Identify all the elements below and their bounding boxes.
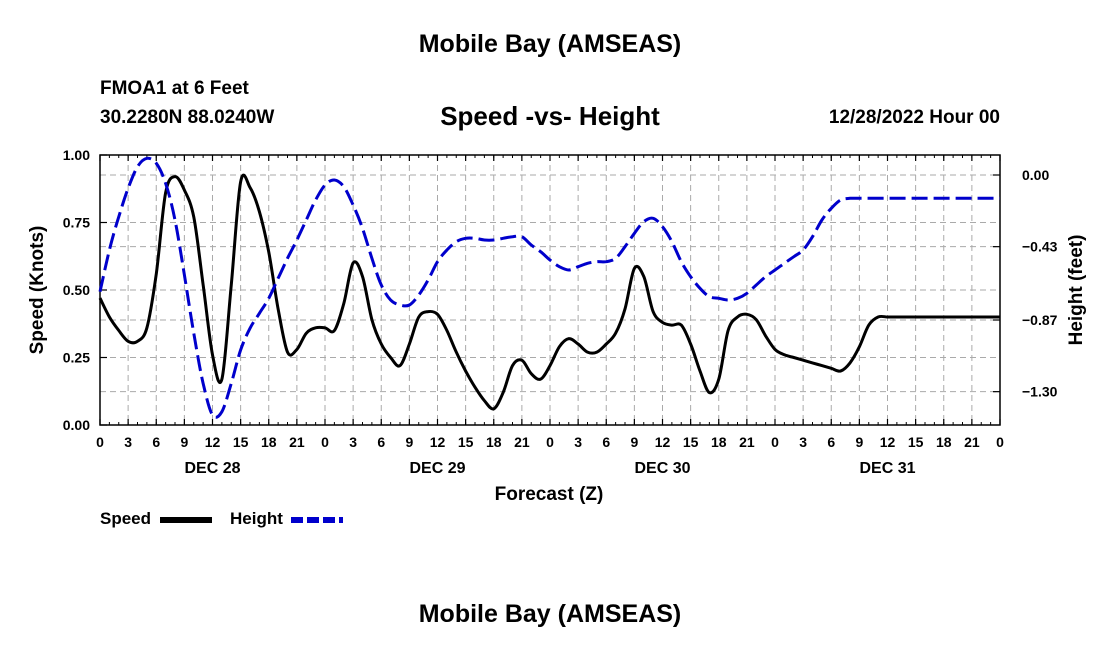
x-tick-label: 21 — [514, 434, 530, 450]
x-tick-label: 12 — [430, 434, 446, 450]
day-label: DEC 28 — [184, 460, 240, 477]
x-tick-label: 3 — [574, 434, 582, 450]
day-label: DEC 30 — [634, 460, 690, 477]
x-tick-label: 6 — [377, 434, 385, 450]
y2-tick-label: −0.43 — [1022, 239, 1058, 255]
x-axis-label: Forecast (Z) — [495, 484, 604, 505]
station-name: FMOA1 at 6 Feet — [100, 78, 249, 99]
x-tick-label: 12 — [205, 434, 221, 450]
x-tick-label: 6 — [152, 434, 160, 450]
day-label: DEC 31 — [859, 460, 915, 477]
x-tick-label: 3 — [799, 434, 807, 450]
grid-layer — [100, 155, 1000, 425]
x-tick-label: 18 — [486, 434, 502, 450]
y2-tick-label: 0.00 — [1022, 167, 1049, 183]
chart-subtitle: Speed -vs- Height — [440, 101, 660, 131]
legend-height-swatch — [291, 517, 343, 523]
x-tick-label: 21 — [739, 434, 755, 450]
x-tick-label: 0 — [546, 434, 554, 450]
speed-series-line — [98, 173, 1000, 411]
label-layer: 0 3 6 9 12 15 18 21 0 3 6 9 12 15 18 21 0 3 6 9 12 15 18 21 0 3 6 9… — [63, 147, 1058, 477]
x-tick-label: 9 — [630, 434, 638, 450]
legend-speed-label: Speed — [100, 509, 152, 528]
x-tick-label: 15 — [458, 434, 474, 450]
x-tick-label: 12 — [655, 434, 671, 450]
x-tick-label: 15 — [683, 434, 699, 450]
x-tick-label: 15 — [908, 434, 924, 450]
x-tick-label: 18 — [261, 434, 277, 450]
x-tick-label: 18 — [711, 434, 727, 450]
series-layer — [98, 156, 1001, 419]
y-tick-label: 0.75 — [63, 215, 90, 231]
y-tick-label: 0.50 — [63, 282, 90, 298]
forecast-datetime: 12/28/2022 Hour 00 — [828, 107, 1000, 128]
footer-title: Mobile Bay (AMSEAS) — [418, 600, 682, 628]
x-tick-label: 3 — [349, 434, 357, 450]
x-tick-label: 6 — [602, 434, 610, 450]
y-tick-label: 0.00 — [63, 417, 90, 433]
x-tick-label: 9 — [405, 434, 413, 450]
x-tick-label: 0 — [996, 434, 1004, 450]
chart-main-title: Mobile Bay (AMSEAS) — [418, 30, 682, 58]
x-tick-label: 0 — [321, 434, 329, 450]
y-tick-label: 1.00 — [63, 147, 90, 163]
y2-tick-label: −0.87 — [1022, 312, 1058, 328]
y2-tick-label: −1.30 — [1022, 384, 1058, 400]
y2-axis-label: Height (feet) — [1066, 235, 1087, 346]
x-tick-label: 0 — [771, 434, 779, 450]
height-series-line — [98, 156, 1001, 419]
x-tick-label: 18 — [936, 434, 952, 450]
station-coordinates: 30.2280N 88.0240W — [100, 107, 275, 128]
y-tick-label: 0.25 — [63, 350, 90, 366]
x-tick-label: 9 — [855, 434, 863, 450]
legend-speed-swatch — [160, 517, 212, 523]
day-label: DEC 29 — [409, 460, 465, 477]
x-tick-label: 0 — [96, 434, 104, 450]
legend-height-label: Height — [230, 509, 283, 528]
x-tick-label: 15 — [233, 434, 249, 450]
x-tick-label: 3 — [124, 434, 132, 450]
x-tick-label: 6 — [827, 434, 835, 450]
x-tick-label: 21 — [289, 434, 305, 450]
x-tick-label: 9 — [180, 434, 188, 450]
x-tick-label: 12 — [880, 434, 896, 450]
x-tick-label: 21 — [964, 434, 980, 450]
y-axis-label: Speed (Knots) — [27, 226, 48, 355]
